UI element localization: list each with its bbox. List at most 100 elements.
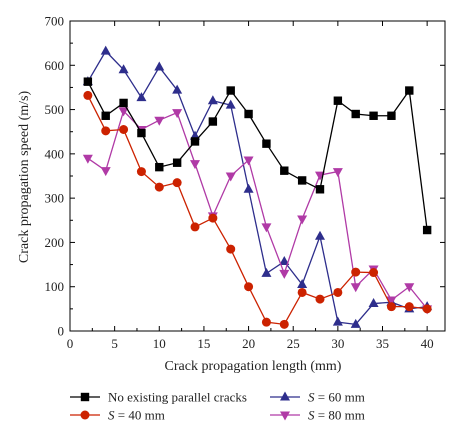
legend-marker: [280, 411, 290, 421]
data-point: [155, 162, 164, 172]
data-point: [172, 109, 183, 119]
x-axis-title: Crack propagation length (mm): [165, 359, 342, 374]
data-point: [172, 158, 182, 167]
data-point: [404, 283, 415, 293]
data-point: [368, 298, 379, 308]
data-point: [243, 156, 254, 166]
data-point: [332, 168, 343, 178]
x-tick-label: 15: [197, 336, 210, 351]
data-point: [261, 223, 272, 233]
data-point: [261, 317, 271, 327]
data-point: [261, 267, 272, 277]
data-point: [297, 287, 307, 297]
x-tick-label: 35: [376, 336, 389, 351]
data-point: [172, 178, 182, 188]
data-point: [101, 111, 110, 120]
data-point: [154, 61, 165, 71]
y-tick-label: 100: [45, 279, 65, 294]
data-point: [244, 282, 254, 292]
data-point: [315, 185, 325, 194]
legend-entry-4: S = 80 mm: [270, 408, 365, 423]
data-point: [297, 215, 308, 225]
data-point: [208, 213, 218, 223]
data-point: [225, 172, 236, 182]
data-point: [422, 225, 432, 235]
series-3: [82, 45, 433, 328]
legend-entry-1: No existing parallel cracks: [70, 390, 247, 405]
data-point: [351, 109, 360, 119]
data-point: [100, 45, 111, 55]
x-tick-label: 0: [67, 336, 74, 351]
legend-marker: [280, 391, 290, 401]
data-point: [83, 77, 93, 86]
x-tick-label: 5: [111, 336, 118, 351]
data-point: [226, 244, 236, 254]
data-point: [118, 64, 129, 74]
data-point: [405, 86, 414, 95]
plot-area: [82, 45, 433, 329]
data-point: [369, 111, 378, 120]
y-axis-title: Crack propagation speed (m/s): [17, 91, 32, 264]
data-point: [422, 304, 432, 314]
y-tick-label: 500: [45, 102, 65, 117]
y-tick-label: 200: [45, 235, 65, 250]
legend-marker: [80, 410, 90, 420]
data-point: [333, 96, 343, 105]
series-2: [83, 90, 432, 329]
data-point: [225, 99, 236, 109]
legend-marker: [80, 392, 90, 402]
data-point: [154, 182, 164, 192]
data-point: [119, 98, 128, 108]
data-point: [119, 125, 129, 134]
data-point: [137, 128, 146, 138]
data-point: [404, 302, 414, 312]
legend-label: S = 40 mm: [108, 408, 165, 423]
data-point: [350, 318, 361, 328]
legend-label: S = 80 mm: [308, 408, 365, 423]
x-tick-label: 30: [331, 336, 344, 351]
x-tick-label: 20: [242, 336, 255, 351]
data-point: [226, 86, 235, 95]
data-point: [297, 176, 307, 185]
x-tick-label: 10: [153, 336, 166, 351]
data-point: [386, 302, 396, 312]
data-point: [136, 167, 146, 177]
data-point: [351, 267, 361, 277]
legend-label: S = 60 mm: [308, 390, 365, 405]
series-line: [87, 81, 428, 231]
data-point: [315, 230, 325, 240]
data-point: [82, 154, 93, 164]
data-point: [172, 84, 183, 94]
series-line: [87, 109, 428, 310]
plot-frame: [69, 20, 446, 332]
data-point: [83, 90, 93, 100]
legend-entry-3: S = 60 mm: [270, 390, 365, 405]
data-point: [369, 268, 379, 278]
data-point: [332, 316, 343, 326]
y-tick-label: 400: [45, 146, 65, 161]
series-1: [83, 77, 432, 235]
data-point: [207, 95, 218, 105]
data-point: [315, 294, 325, 304]
legend-label: No existing parallel cracks: [108, 390, 247, 405]
legend-entry-2: S = 40 mm: [70, 408, 165, 423]
data-point: [190, 222, 200, 232]
x-tick-label: 25: [287, 336, 300, 351]
data-point: [262, 139, 271, 148]
data-point: [279, 255, 290, 265]
data-point: [190, 137, 200, 146]
data-point: [279, 319, 289, 329]
data-point: [279, 269, 290, 279]
data-point: [190, 160, 200, 170]
data-point: [244, 109, 253, 119]
data-point: [387, 111, 396, 120]
x-tick-label: 40: [421, 336, 434, 351]
data-point: [100, 167, 111, 177]
data-point: [101, 126, 111, 136]
y-tick-label: 300: [45, 191, 65, 206]
data-point: [350, 283, 361, 293]
data-point: [136, 92, 147, 102]
data-point: [243, 183, 254, 193]
